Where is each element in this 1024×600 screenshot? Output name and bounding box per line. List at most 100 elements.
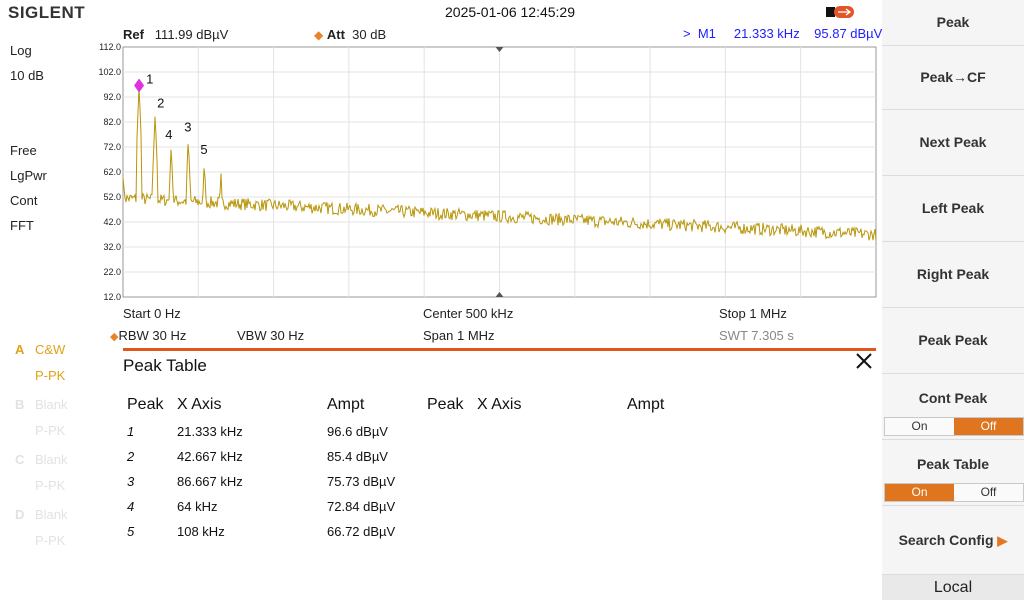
trace-a[interactable]: A C&W xyxy=(15,342,65,357)
peak-table-label: Peak Table xyxy=(916,456,990,472)
trace-d[interactable]: D Blank xyxy=(15,507,68,522)
trace-mode: C&W xyxy=(35,342,66,357)
trace-mode: Blank xyxy=(35,397,68,412)
local-button[interactable]: Local xyxy=(882,575,1024,600)
trace-mode: Blank xyxy=(35,452,68,467)
close-icon[interactable] xyxy=(854,351,874,371)
search-config-button[interactable]: Search Config ▶ xyxy=(882,506,1024,575)
peak-row-peak: 2 xyxy=(127,449,135,464)
peak-label-5: 5 xyxy=(200,142,207,157)
trace-detector: P-PK xyxy=(35,478,66,493)
y-tick-label: 92.0 xyxy=(103,92,121,102)
col-xaxis-2: X Axis xyxy=(477,396,522,413)
peak-row-ampt: 66.72 dBµV xyxy=(327,524,396,539)
next-peak-button[interactable]: Next Peak xyxy=(882,110,1024,176)
peak-row-x: 108 kHz xyxy=(177,524,225,539)
ref-value: 111.99 dBµV xyxy=(154,27,229,42)
y-tick-label: 102.0 xyxy=(98,67,121,77)
trace-letter: D xyxy=(15,507,25,522)
trace-detector: P-PK xyxy=(35,423,66,438)
peak-row-x: 86.667 kHz xyxy=(177,474,243,489)
sweep-type: FFT xyxy=(10,218,34,233)
menu-title-peak: Peak xyxy=(882,0,1024,46)
rbw[interactable]: ◆RBW 30 Hz xyxy=(110,328,186,343)
peak-row-peak: 1 xyxy=(127,424,135,439)
peak-label-2: 2 xyxy=(157,96,164,111)
span[interactable]: Span 1 MHz xyxy=(423,328,495,343)
sweep-time[interactable]: SWT 7.305 s xyxy=(719,328,794,343)
marker-readout: > M1 21.333 kHz 95.87 dBµV xyxy=(683,26,883,41)
scale-type: Log xyxy=(10,43,32,58)
y-tick-label: 32.0 xyxy=(103,242,121,252)
peak-row-peak: 4 xyxy=(127,499,135,514)
spectrum-plot[interactable]: 112.0102.092.082.072.062.052.042.032.022… xyxy=(0,0,1024,350)
cont-peak-toggle[interactable]: On Off xyxy=(884,417,1024,436)
peak-peak-button[interactable]: Peak Peak xyxy=(882,308,1024,374)
vbw[interactable]: VBW 30 Hz xyxy=(237,328,305,343)
datetime: 2025-01-06 12:45:29 xyxy=(445,4,575,20)
peak-row-x: 42.667 kHz xyxy=(177,449,243,464)
peak-label-1: 1 xyxy=(146,72,153,87)
att-diamond-icon: ◆ xyxy=(314,28,324,42)
peak-row-ampt: 96.6 dBµV xyxy=(327,424,388,439)
stop-freq[interactable]: Stop 1 MHz xyxy=(719,306,787,321)
peak-row-ampt: 75.73 dBµV xyxy=(327,474,396,489)
cont-peak-on[interactable]: On xyxy=(885,418,954,435)
col-peak: Peak xyxy=(127,396,164,413)
ref-label: Ref xyxy=(123,27,144,42)
ref-level[interactable]: Ref 111.99 dBµV xyxy=(123,27,228,42)
trace-detector: P-PK xyxy=(35,368,66,383)
arrow-right-icon: ▶ xyxy=(997,533,1008,548)
peak-label-4: 4 xyxy=(165,127,172,142)
right-peak-button[interactable]: Right Peak xyxy=(882,242,1024,308)
col-peak-2: Peak xyxy=(427,396,464,413)
col-ampt: Ampt xyxy=(327,396,365,413)
trigger-mode: Free xyxy=(10,143,37,158)
peak-row-peak: 5 xyxy=(127,524,135,539)
cont-peak-label: Cont Peak xyxy=(918,390,988,406)
trace-letter: B xyxy=(15,397,25,412)
rbw-value: RBW 30 Hz xyxy=(118,328,187,343)
peak-table-toggle[interactable]: On Off xyxy=(884,483,1024,502)
marker-diamond-icon xyxy=(134,78,145,93)
peak-label-3: 3 xyxy=(184,120,191,135)
y-tick-label: 112.0 xyxy=(99,42,121,52)
y-tick-label: 82.0 xyxy=(103,117,121,127)
trace-letter: A xyxy=(15,342,25,357)
cont-peak-off[interactable]: Off xyxy=(954,418,1023,435)
detector-type: LgPwr xyxy=(10,168,47,183)
peak-row-ampt: 72.84 dBµV xyxy=(327,499,396,514)
att-label: Att xyxy=(326,27,345,42)
center-freq[interactable]: Center 500 kHz xyxy=(423,306,514,321)
peak-table-divider xyxy=(123,348,876,351)
sweep-mode: Cont xyxy=(10,193,38,208)
peak-row-peak: 3 xyxy=(127,474,135,489)
trace-letter: C xyxy=(15,452,25,467)
y-tick-label: 62.0 xyxy=(103,167,121,177)
spectrum-trace xyxy=(122,87,877,241)
y-tick-label: 12.0 xyxy=(103,292,121,302)
trace-detector: P-PK xyxy=(35,533,66,548)
peak-cf-button[interactable]: Peak→CF xyxy=(882,46,1024,110)
attenuation[interactable]: ◆ Att 30 dB xyxy=(314,27,386,42)
peak-table-title: Peak Table xyxy=(123,356,207,375)
start-freq[interactable]: Start 0 Hz xyxy=(123,306,181,321)
peak-row-x: 64 kHz xyxy=(177,499,218,514)
trace-mode: Blank xyxy=(35,507,68,522)
peak-row-x: 21.333 kHz xyxy=(177,424,243,439)
left-peak-button[interactable]: Left Peak xyxy=(882,176,1024,242)
rbw-diamond-icon: ◆ xyxy=(110,331,119,343)
y-tick-label: 52.0 xyxy=(103,192,121,202)
peak-table-off[interactable]: Off xyxy=(954,484,1023,501)
center-bottom-marker-icon xyxy=(495,292,504,297)
trace-b[interactable]: B Blank xyxy=(15,397,68,412)
brand-logo: SIGLENT xyxy=(8,3,86,22)
peak-row-ampt: 85.4 dBµV xyxy=(327,449,388,464)
att-value: 30 dB xyxy=(352,27,387,42)
center-top-marker-icon xyxy=(495,47,504,52)
col-ampt-2: Ampt xyxy=(627,396,665,413)
y-tick-label: 42.0 xyxy=(103,217,121,227)
usb-icon xyxy=(826,6,854,18)
peak-table-on[interactable]: On xyxy=(885,484,954,501)
trace-c[interactable]: C Blank xyxy=(15,452,68,467)
